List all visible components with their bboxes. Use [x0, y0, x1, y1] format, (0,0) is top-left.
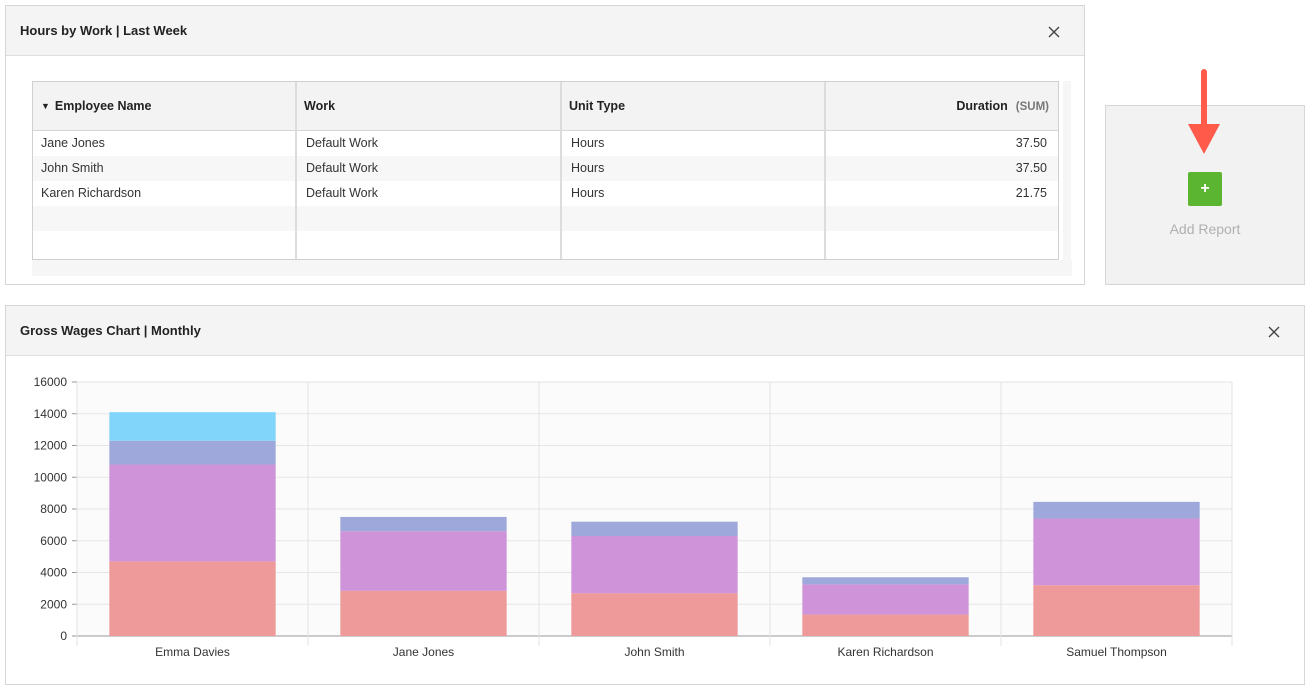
- cell-duration: 21.75: [1015, 186, 1047, 200]
- table-row[interactable]: Jane Jones Default Work Hours 37.50: [33, 131, 1058, 156]
- cell-unit-type: Hours: [571, 161, 605, 175]
- column-divider[interactable]: [295, 82, 297, 259]
- table-row[interactable]: Karen Richardson Default Work Hours 21.7…: [33, 181, 1058, 206]
- table-header: [33, 82, 1058, 131]
- bar-segment: [109, 561, 276, 636]
- close-icon[interactable]: [1267, 325, 1281, 339]
- bar-segment: [1033, 501, 1200, 519]
- sort-desc-icon: ▼: [41, 101, 50, 111]
- bar-segment: [1033, 518, 1200, 586]
- cell-unit-type: Hours: [571, 136, 605, 150]
- bar-segment: [571, 593, 738, 636]
- cell-employee-name: John Smith: [41, 161, 104, 175]
- bar-segment: [109, 440, 276, 465]
- cell-employee-name: Jane Jones: [41, 136, 105, 150]
- x-category-label: Jane Jones: [393, 645, 454, 659]
- cell-unit-type: Hours: [571, 186, 605, 200]
- report-table: ▼ Employee Name Work Unit Type Duration (S…: [32, 81, 1059, 260]
- bar-segment: [109, 464, 276, 562]
- scrollbar-track[interactable]: [1063, 81, 1071, 276]
- x-category-label: Samuel Thompson: [1066, 645, 1167, 659]
- panel-header: Hours by Work | Last Week: [6, 6, 1084, 56]
- pointer-arrow-icon: [1188, 69, 1220, 154]
- gross-wages-chart-panel: Gross Wages Chart | Monthly 0 2000 4000 600…: [5, 305, 1305, 685]
- bar-segment: [802, 577, 969, 585]
- bar-segment: [571, 521, 738, 536]
- bar-segment: [1033, 585, 1200, 636]
- close-icon[interactable]: [1047, 25, 1061, 39]
- bar-segment: [571, 535, 738, 594]
- stacked-bar-chart: 0 2000 4000 6000 8000 10000 12000 14000 16000 Emm…: [34, 375, 1233, 659]
- y-tick-label: 16000: [34, 375, 68, 389]
- sum-tag: (SUM): [1015, 101, 1049, 113]
- column-header-work[interactable]: Work: [304, 99, 336, 113]
- scrollbar-track[interactable]: [32, 260, 1072, 276]
- bar-segment: [109, 412, 276, 441]
- cell-employee-name: Karen Richardson: [41, 186, 142, 200]
- column-divider[interactable]: [824, 82, 826, 259]
- y-tick-label: 8000: [40, 502, 67, 516]
- empty-row: [33, 231, 1058, 256]
- column-divider[interactable]: [560, 82, 562, 259]
- bar-segment: [802, 584, 969, 615]
- bar-segment: [340, 516, 507, 532]
- bar-segment: [340, 590, 507, 636]
- cell-duration: 37.50: [1015, 136, 1047, 150]
- column-header-duration[interactable]: Duration (SUM): [956, 99, 1049, 113]
- panel-header: Gross Wages Chart | Monthly: [6, 306, 1304, 356]
- y-tick-label: 0: [60, 629, 67, 643]
- add-report-button[interactable]: +: [1188, 172, 1222, 206]
- cell-work: Default Work: [306, 186, 379, 200]
- x-category-label: John Smith: [624, 645, 684, 659]
- column-header-unit-type[interactable]: Unit Type: [569, 99, 626, 113]
- panel-title: Hours by Work | Last Week: [20, 23, 188, 38]
- bar-segment: [802, 614, 969, 636]
- table-row[interactable]: John Smith Default Work Hours 37.50: [33, 156, 1058, 181]
- hours-by-work-panel: Hours by Work | Last Week ▼ Employee Name…: [5, 5, 1085, 285]
- y-tick-label: 10000: [34, 470, 68, 484]
- y-tick-label: 14000: [34, 407, 68, 421]
- add-report-label: Add Report: [1169, 221, 1241, 237]
- x-category-label: Karen Richardson: [837, 645, 933, 659]
- x-category-label: Emma Davies: [155, 645, 230, 659]
- bar-segment: [340, 531, 507, 591]
- cell-duration: 37.50: [1015, 161, 1047, 175]
- y-tick-label: 12000: [34, 439, 68, 453]
- y-tick-label: 2000: [40, 597, 67, 611]
- y-tick-label: 4000: [40, 566, 67, 580]
- column-header-employee-name[interactable]: ▼ Employee Name: [41, 99, 152, 113]
- y-tick-label: 6000: [40, 534, 67, 548]
- panel-title: Gross Wages Chart | Monthly: [20, 323, 201, 338]
- empty-row: [33, 206, 1058, 231]
- cell-work: Default Work: [306, 136, 379, 150]
- cell-work: Default Work: [306, 161, 379, 175]
